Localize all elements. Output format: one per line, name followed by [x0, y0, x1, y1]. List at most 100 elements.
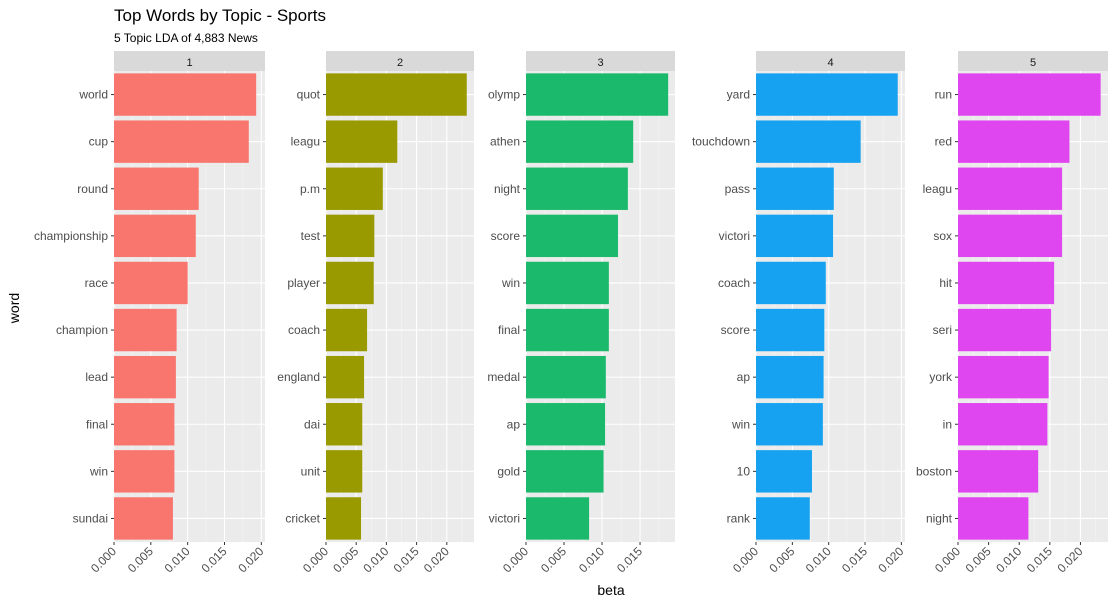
facet-strip-label: 3	[597, 57, 603, 69]
y-tick-label: night	[926, 511, 953, 525]
bar-lead	[114, 355, 176, 399]
facet-strip	[756, 51, 905, 71]
y-tick-label: ap	[507, 417, 521, 431]
facet-strip-label: 1	[186, 57, 192, 69]
y-tick-label: boston	[916, 464, 952, 478]
x-tick-label: 0.020	[235, 544, 266, 575]
bar-run	[958, 73, 1101, 116]
bar-test	[326, 214, 375, 258]
bar-10	[756, 450, 812, 493]
bar-seri	[958, 308, 1052, 352]
x-tick-label: 0.015	[1024, 544, 1055, 575]
bar-final	[526, 308, 609, 352]
y-tick-label: medal	[487, 370, 520, 384]
chart-subtitle: 5 Topic LDA of 4,883 News	[114, 31, 258, 45]
x-tick-label: 0.015	[198, 544, 229, 575]
x-tick-label: 0.015	[614, 544, 645, 575]
y-tick-label: score	[491, 229, 521, 243]
y-tick-label: final	[498, 323, 520, 337]
bar-win	[756, 403, 823, 446]
bar-championship	[114, 214, 196, 258]
y-tick-label: round	[77, 182, 108, 196]
y-tick-label: score	[721, 323, 751, 337]
y-tick-label: player	[287, 276, 320, 290]
bar-ap	[526, 403, 606, 446]
bar-victori	[756, 214, 834, 258]
y-tick-label: dai	[304, 417, 320, 431]
y-tick-label: win	[731, 417, 750, 431]
x-tick-label: 0.015	[839, 544, 870, 575]
y-tick-label: england	[277, 370, 320, 384]
bar-sox	[958, 214, 1063, 258]
y-tick-label: sox	[933, 229, 952, 243]
y-tick-label: athen	[490, 135, 520, 149]
bar-victori	[526, 497, 590, 540]
x-tick-label: 0.000	[730, 544, 761, 575]
y-tick-label: leagu	[923, 182, 952, 196]
y-tick-label: touchdown	[692, 135, 750, 149]
y-tick-label: yard	[727, 88, 750, 102]
bar-unit	[326, 450, 363, 493]
bar-night	[526, 167, 628, 210]
bar-world	[114, 73, 257, 116]
bar-score	[526, 214, 618, 258]
bar-hit	[958, 261, 1055, 305]
y-tick-label: championship	[34, 229, 108, 243]
bar-red	[958, 120, 1070, 163]
y-tick-label: p.m	[300, 182, 320, 196]
facet-panels: 1 world cup round championship race champion le…	[34, 51, 1108, 575]
x-tick-label: 0.010	[993, 544, 1024, 575]
facet-panel-2: 2 quot leagu p.m test player coach england dai un…	[277, 51, 474, 575]
y-tick-label: night	[494, 182, 521, 196]
bar-race	[114, 261, 188, 305]
facet-panel-1: 1 world cup round championship race champion le…	[34, 51, 267, 575]
bar-coach	[326, 308, 368, 352]
bar-olymp	[526, 73, 669, 116]
y-tick-label: olymp	[488, 88, 520, 102]
y-tick-label: lead	[85, 370, 108, 384]
bar-touchdown	[756, 120, 861, 163]
bar-player	[326, 261, 374, 305]
y-tick-label: seri	[933, 323, 952, 337]
bar-boston	[958, 450, 1039, 493]
bar-final	[114, 403, 175, 446]
bar-champion	[114, 308, 177, 352]
bar-ap	[756, 355, 824, 399]
y-tick-label: rank	[727, 511, 751, 525]
bar-win	[114, 450, 175, 493]
bar-in	[958, 403, 1048, 446]
facet-panel-4: 4 yard touchdown pass victori coach score ap win…	[692, 51, 907, 575]
facet-strip	[958, 51, 1108, 71]
y-tick-label: cricket	[285, 511, 320, 525]
x-tick-label: 0.000	[88, 544, 119, 575]
x-tick-label: 0.005	[125, 544, 156, 575]
y-tick-label: champion	[56, 323, 108, 337]
chart-title: Top Words by Topic - Sports	[114, 6, 326, 25]
facet-strip-label: 2	[397, 57, 403, 69]
facet-strip	[326, 51, 474, 71]
facet-strip-label: 4	[827, 57, 833, 69]
y-tick-label: coach	[288, 323, 320, 337]
x-tick-label: 0.010	[360, 544, 391, 575]
y-tick-label: run	[935, 88, 952, 102]
y-tick-label: sundai	[73, 511, 108, 525]
bar-yard	[756, 73, 898, 116]
x-tick-label: 0.000	[932, 544, 963, 575]
x-tick-label: 0.005	[330, 544, 361, 575]
bar-england	[326, 355, 365, 399]
bar-gold	[526, 450, 604, 493]
y-tick-label: quot	[297, 88, 321, 102]
x-tick-label: 0.000	[500, 544, 531, 575]
y-tick-label: york	[929, 370, 953, 384]
x-tick-label: 0.020	[1054, 544, 1085, 575]
y-tick-label: race	[85, 276, 109, 290]
y-tick-label: coach	[718, 276, 750, 290]
x-tick-label: 0.005	[538, 544, 569, 575]
y-tick-label: 10	[737, 464, 751, 478]
y-tick-label: final	[86, 417, 108, 431]
x-tick-label: 0.010	[576, 544, 607, 575]
bar-win	[526, 261, 609, 305]
y-tick-label: gold	[497, 464, 520, 478]
y-tick-label: hit	[939, 276, 952, 290]
bar-sundai	[114, 497, 173, 540]
